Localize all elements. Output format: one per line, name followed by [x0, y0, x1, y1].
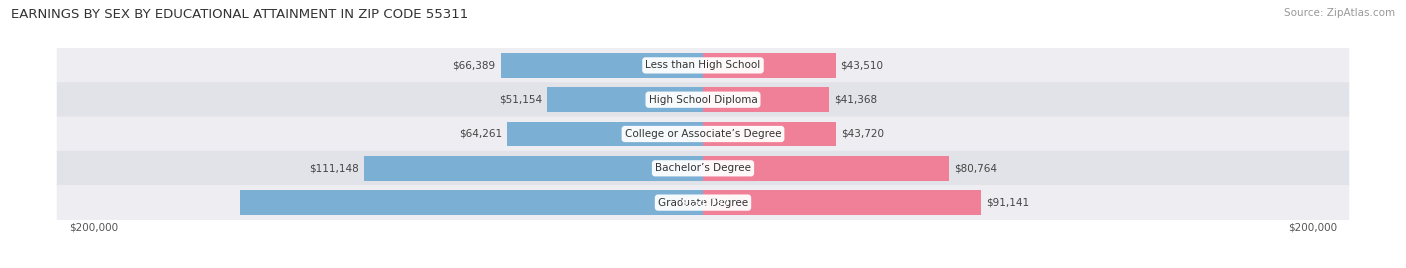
Text: $43,720: $43,720 [841, 129, 884, 139]
Text: High School Diploma: High School Diploma [648, 95, 758, 105]
Bar [547, 87, 703, 112]
FancyBboxPatch shape [56, 82, 1350, 117]
Text: Graduate Degree: Graduate Degree [658, 198, 748, 208]
FancyBboxPatch shape [56, 48, 1350, 83]
Text: $51,154: $51,154 [499, 95, 543, 105]
Text: $80,764: $80,764 [955, 163, 997, 173]
Bar [364, 156, 703, 181]
Text: $151,797: $151,797 [681, 198, 730, 208]
Bar [703, 122, 837, 146]
Bar [501, 53, 703, 78]
FancyBboxPatch shape [56, 151, 1350, 186]
Text: $41,368: $41,368 [834, 95, 877, 105]
Text: $66,389: $66,389 [453, 60, 496, 70]
Bar [703, 53, 835, 78]
Text: Bachelor’s Degree: Bachelor’s Degree [655, 163, 751, 173]
Text: $91,141: $91,141 [986, 198, 1029, 208]
Bar [703, 156, 949, 181]
Bar [508, 122, 703, 146]
Text: Less than High School: Less than High School [645, 60, 761, 70]
Bar [240, 190, 703, 215]
Text: $43,510: $43,510 [841, 60, 883, 70]
Text: College or Associate’s Degree: College or Associate’s Degree [624, 129, 782, 139]
FancyBboxPatch shape [56, 117, 1350, 151]
Text: $111,148: $111,148 [309, 163, 360, 173]
Text: $64,261: $64,261 [460, 129, 502, 139]
Bar [703, 190, 981, 215]
Text: EARNINGS BY SEX BY EDUCATIONAL ATTAINMENT IN ZIP CODE 55311: EARNINGS BY SEX BY EDUCATIONAL ATTAINMEN… [11, 8, 468, 21]
Text: Source: ZipAtlas.com: Source: ZipAtlas.com [1284, 8, 1395, 18]
Bar [703, 87, 830, 112]
FancyBboxPatch shape [56, 185, 1350, 220]
